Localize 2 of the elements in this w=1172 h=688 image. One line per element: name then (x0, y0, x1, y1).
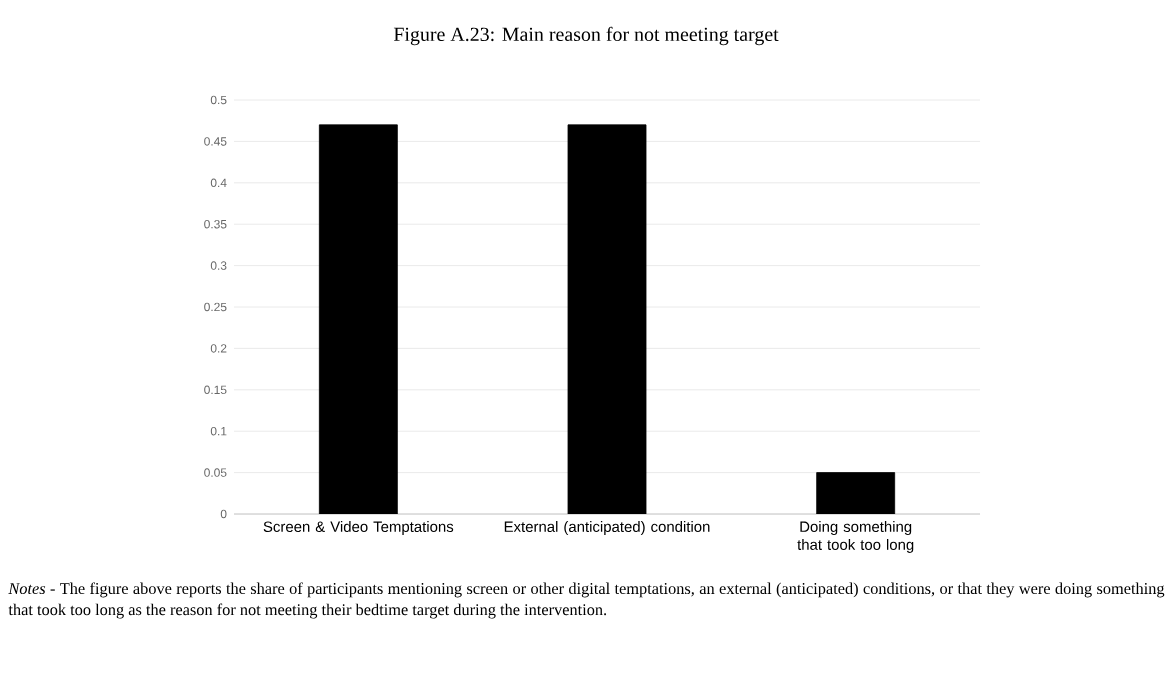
text: Notes - The figure above reports the share of participants mentioning screen or other digital temptations, an external (anticipated) conditions, or that they were doing something that took too long as the reason for not meeting their bedtime target during the intervention. (8, 582, 1165, 619)
chart-title: Figure A.23: Main reason for not meeting target (393, 26, 779, 46)
